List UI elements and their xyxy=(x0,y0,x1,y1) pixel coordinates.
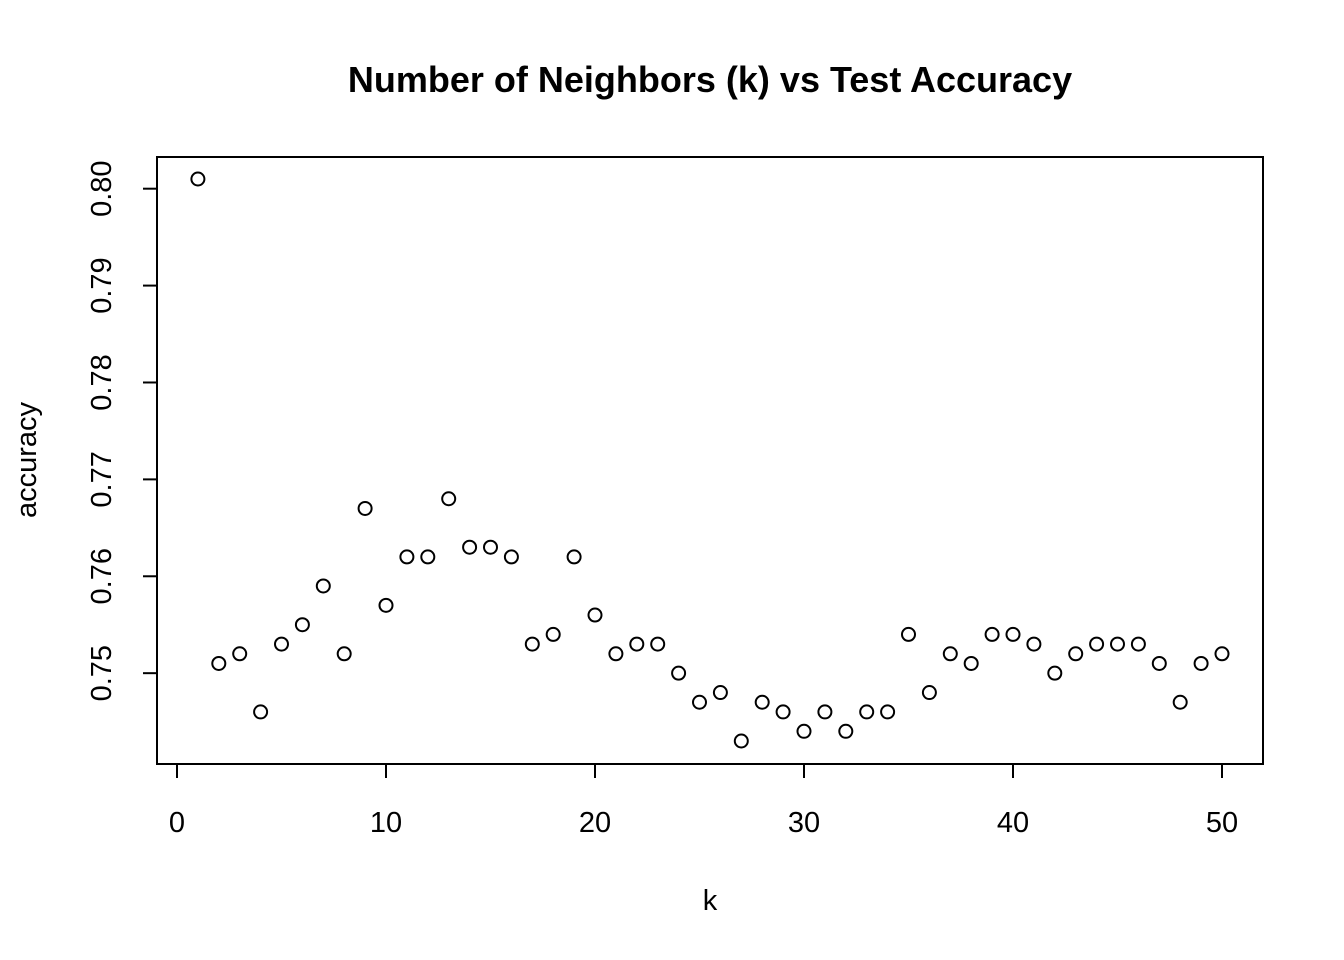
data-point xyxy=(1130,636,1146,652)
data-point xyxy=(315,578,331,594)
data-point xyxy=(232,646,248,662)
data-point xyxy=(378,597,394,613)
data-point xyxy=(1110,636,1125,652)
y-axis-label: accuracy xyxy=(11,401,43,518)
data-point xyxy=(420,549,436,565)
data-point xyxy=(650,636,666,652)
data-point xyxy=(294,617,310,633)
y-axis: 0.75 0.76 0.77 0.78 0.79 0.80 xyxy=(86,160,158,701)
x-tick-label: 20 xyxy=(579,807,611,839)
data-point xyxy=(692,694,707,710)
data-point xyxy=(524,636,540,652)
data-point xyxy=(545,626,561,642)
data-point xyxy=(1172,694,1188,710)
data-point xyxy=(1151,655,1167,671)
y-tick-label: 0.75 xyxy=(86,645,118,701)
data-point xyxy=(399,549,415,565)
data-point xyxy=(1005,626,1021,642)
data-point xyxy=(963,655,979,671)
y-tick-label: 0.79 xyxy=(86,257,118,313)
data-point xyxy=(274,636,289,652)
data-point xyxy=(901,626,916,642)
data-point xyxy=(462,539,478,555)
x-tick-label: 40 xyxy=(997,807,1029,839)
data-point xyxy=(1214,646,1230,662)
data-point xyxy=(336,646,352,662)
data-point xyxy=(441,491,457,507)
data-point xyxy=(1047,665,1063,681)
x-tick-label: 50 xyxy=(1206,807,1238,839)
x-tick-label: 30 xyxy=(788,807,820,839)
data-point xyxy=(629,636,645,652)
data-point xyxy=(1193,655,1209,671)
data-point xyxy=(942,646,958,662)
y-tick-label: 0.77 xyxy=(86,451,118,507)
data-point xyxy=(483,539,498,555)
chart-title: Number of Neighbors (k) vs Test Accuracy xyxy=(348,59,1072,100)
data-point xyxy=(796,723,812,739)
data-point xyxy=(838,723,854,739)
data-point xyxy=(253,704,269,720)
data-point xyxy=(1068,646,1084,662)
data-point xyxy=(671,665,687,681)
data-point xyxy=(503,549,519,565)
data-point xyxy=(190,171,206,187)
x-axis: 0 10 20 30 40 50 xyxy=(169,763,1238,839)
y-tick-label: 0.78 xyxy=(86,354,118,410)
data-point xyxy=(921,685,937,701)
data-point xyxy=(817,704,833,720)
plot-frame xyxy=(156,156,1264,765)
data-point xyxy=(587,607,603,623)
data-point xyxy=(211,655,227,671)
x-tick-label: 10 xyxy=(370,807,402,839)
data-point xyxy=(608,646,624,662)
data-point xyxy=(1026,636,1042,652)
data-point xyxy=(566,549,582,565)
x-axis-label: k xyxy=(703,885,718,917)
y-tick-label: 0.76 xyxy=(86,548,118,604)
data-point xyxy=(984,626,1000,642)
data-points xyxy=(190,171,1230,749)
data-point xyxy=(733,733,749,749)
data-point xyxy=(357,500,373,516)
data-point xyxy=(880,704,896,720)
data-point xyxy=(1089,636,1105,652)
data-point xyxy=(754,694,770,710)
x-tick-label: 0 xyxy=(169,807,185,839)
data-point xyxy=(712,685,728,701)
y-tick-label: 0.80 xyxy=(86,160,118,216)
data-point xyxy=(775,704,791,720)
data-point xyxy=(859,704,875,720)
